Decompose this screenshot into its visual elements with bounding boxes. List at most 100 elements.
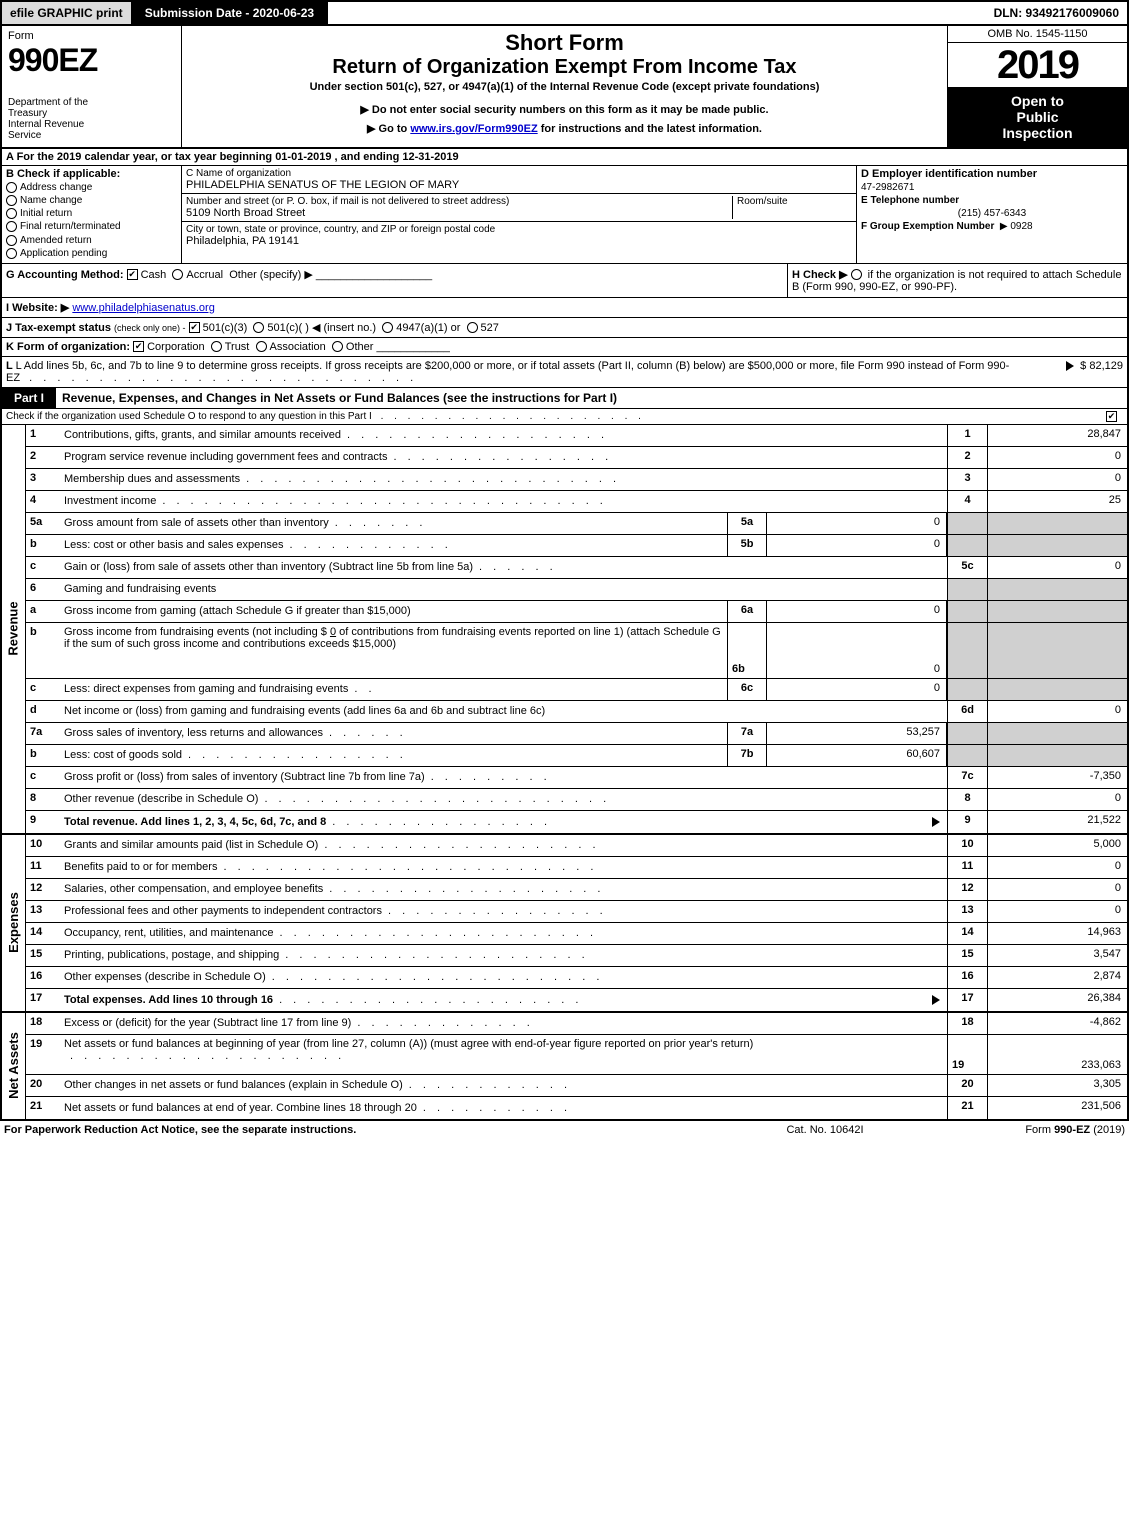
line-4-rn: 4	[947, 491, 987, 512]
row-l: L L Add lines 5b, 6c, and 7b to line 9 t…	[0, 357, 1129, 388]
chk-trust[interactable]	[211, 341, 222, 352]
line-2-desc: Program service revenue including govern…	[60, 447, 947, 468]
line-7a-text: Gross sales of inventory, less returns a…	[64, 727, 323, 739]
header-left: Form 990EZ Department of theTreasuryInte…	[2, 26, 182, 147]
chk-other-org[interactable]	[332, 341, 343, 352]
line-5c-num: c	[26, 557, 60, 578]
line-15: 15 Printing, publications, postage, and …	[26, 945, 1127, 967]
line-6d-rv: 0	[987, 701, 1127, 722]
line-17-rn: 17	[947, 989, 987, 1011]
line-18-desc: Excess or (deficit) for the year (Subtra…	[60, 1013, 947, 1034]
dots-icon: . . . . . . . . . . . . . . . . . . . . …	[258, 793, 943, 805]
line-5a: 5a Gross amount from sale of assets othe…	[26, 513, 1127, 535]
chk-h[interactable]	[851, 269, 862, 280]
line-14-num: 14	[26, 923, 60, 944]
line-6a-mv: 0	[767, 601, 947, 622]
line-14-rn: 14	[947, 923, 987, 944]
line-7c: c Gross profit or (loss) from sales of i…	[26, 767, 1127, 789]
dots-icon: . . . . . . . . .	[425, 771, 943, 783]
dots-icon: . . . . . . . . . . . . . . . . . . . . …	[23, 372, 417, 384]
line-20: 20 Other changes in net assets or fund b…	[26, 1075, 1127, 1097]
line-5c-rv: 0	[987, 557, 1127, 578]
chk-501c3[interactable]	[189, 322, 200, 333]
chk-final-return-label: Final return/terminated	[20, 222, 121, 233]
line-6c-desc: Less: direct expenses from gaming and fu…	[60, 679, 727, 700]
chk-initial-return[interactable]: Initial return	[6, 208, 177, 219]
chk-address-change[interactable]: Address change	[6, 182, 177, 193]
inspection-box: Open to Public Inspection	[948, 87, 1127, 147]
line-5b-rn-shade	[947, 535, 987, 556]
line-19-text: Net assets or fund balances at beginning…	[64, 1038, 753, 1050]
dots-icon: . . . . . . .	[329, 517, 723, 529]
line-6-rn-shade	[947, 579, 987, 600]
revenue-section: Revenue 1 Contributions, gifts, grants, …	[0, 425, 1129, 835]
chk-4947[interactable]	[382, 322, 393, 333]
line-10-num: 10	[26, 835, 60, 856]
line-12-text: Salaries, other compensation, and employ…	[64, 883, 323, 895]
line-7c-desc: Gross profit or (loss) from sales of inv…	[60, 767, 947, 788]
line-4-desc: Investment income . . . . . . . . . . . …	[60, 491, 947, 512]
chk-cash[interactable]	[127, 269, 138, 280]
h-pre: H Check ▶	[792, 269, 848, 281]
chk-501c[interactable]	[253, 322, 264, 333]
revenue-sidelabel: Revenue	[2, 425, 26, 833]
chk-amended-return[interactable]: Amended return	[6, 235, 177, 246]
street-label: Number and street (or P. O. box, if mail…	[186, 196, 732, 207]
line-3-rn: 3	[947, 469, 987, 490]
line-6b-zero: 0	[330, 626, 336, 638]
chk-initial-return-label: Initial return	[20, 208, 72, 219]
chk-final-return[interactable]: Final return/terminated	[6, 221, 177, 232]
line-10: 10 Grants and similar amounts paid (list…	[26, 835, 1127, 857]
line-13-desc: Professional fees and other payments to …	[60, 901, 947, 922]
dots-icon: . . . . . . . . . . . . . . . . . . . .	[318, 839, 943, 851]
line-17-rv: 26,384	[987, 989, 1127, 1011]
line-16-rv: 2,874	[987, 967, 1127, 988]
box-b: B Check if applicable: Address change Na…	[2, 166, 182, 263]
line-6c: c Less: direct expenses from gaming and …	[26, 679, 1127, 701]
line-6a-rv-shade	[987, 601, 1127, 622]
line-20-num: 20	[26, 1075, 60, 1096]
irs-link[interactable]: www.irs.gov/Form990EZ	[410, 123, 537, 135]
tax-year: 2019	[948, 43, 1127, 87]
street: 5109 North Broad Street	[186, 207, 732, 219]
line-5b-mn: 5b	[727, 535, 767, 556]
line-18: 18 Excess or (deficit) for the year (Sub…	[26, 1013, 1127, 1035]
line-14: 14 Occupancy, rent, utilities, and maint…	[26, 923, 1127, 945]
website-link[interactable]: www.philadelphiasenatus.org	[72, 302, 214, 314]
k-corp: Corporation	[147, 341, 204, 353]
chk-accrual[interactable]	[172, 269, 183, 280]
goto-post: for instructions and the latest informat…	[541, 123, 762, 135]
row-k: K Form of organization: Corporation Trus…	[0, 338, 1129, 357]
grp-value: ▶ 0928	[1000, 221, 1033, 232]
box-c: C Name of organization PHILADELPHIA SENA…	[182, 166, 857, 263]
line-21-rn: 21	[947, 1097, 987, 1119]
line-18-rv: -4,862	[987, 1013, 1127, 1034]
form-word: Form	[8, 30, 175, 42]
chk-name-change[interactable]: Name change	[6, 195, 177, 206]
line-10-rv: 5,000	[987, 835, 1127, 856]
chk-name-change-label: Name change	[20, 195, 82, 206]
line-5b-text: Less: cost or other basis and sales expe…	[64, 539, 284, 551]
line-9-rn: 9	[947, 811, 987, 833]
revenue-sidelabel-text: Revenue	[6, 602, 21, 656]
line-5b-desc: Less: cost or other basis and sales expe…	[60, 535, 727, 556]
line-3-desc: Membership dues and assessments . . . . …	[60, 469, 947, 490]
line-19: 19 Net assets or fund balances at beginn…	[26, 1035, 1127, 1075]
line-4: 4 Investment income . . . . . . . . . . …	[26, 491, 1127, 513]
line-18-text: Excess or (deficit) for the year (Subtra…	[64, 1017, 351, 1029]
chk-corp[interactable]	[133, 341, 144, 352]
line-18-num: 18	[26, 1013, 60, 1034]
chk-527[interactable]	[467, 322, 478, 333]
tel-value: (215) 457-6343	[861, 208, 1123, 219]
dots-icon: . . . . . . . . . . . . . . . . . . . .	[375, 411, 645, 422]
line-5a-rv-shade	[987, 513, 1127, 534]
chk-assoc[interactable]	[256, 341, 267, 352]
check-o-box[interactable]	[1103, 411, 1123, 422]
line-11-text: Benefits paid to or for members	[64, 861, 217, 873]
line-3-num: 3	[26, 469, 60, 490]
line-13-rn: 13	[947, 901, 987, 922]
chk-application-pending[interactable]: Application pending	[6, 248, 177, 259]
line-16: 16 Other expenses (describe in Schedule …	[26, 967, 1127, 989]
line-15-num: 15	[26, 945, 60, 966]
efile-label[interactable]: efile GRAPHIC print	[2, 2, 133, 24]
